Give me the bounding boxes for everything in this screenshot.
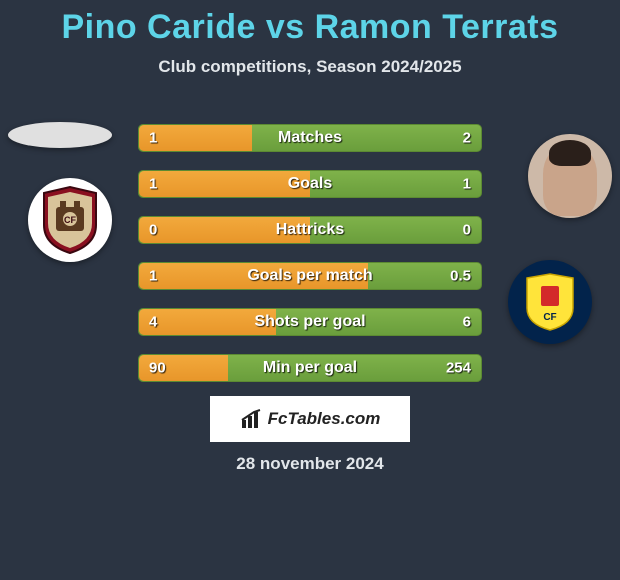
svg-text:CF: CF: [543, 312, 556, 323]
stat-value-right: 6: [463, 314, 471, 331]
stat-value-left: 1: [149, 268, 157, 285]
stat-row: 4 Shots per goal 6: [138, 308, 482, 336]
stat-row: 1 Matches 2: [138, 124, 482, 152]
stat-value-right: 2: [463, 130, 471, 147]
svg-text:CF: CF: [64, 215, 76, 225]
stat-label: Hattricks: [276, 221, 344, 239]
stat-value-left: 0: [149, 222, 157, 239]
player2-avatar: [528, 134, 612, 218]
stat-fill-left: [139, 171, 310, 197]
player1-avatar: [8, 122, 112, 148]
logo-text: FcTables.com: [268, 409, 381, 429]
stat-label: Goals: [288, 175, 332, 193]
stat-value-left: 4: [149, 314, 157, 331]
stat-row: 1 Goals per match 0.5: [138, 262, 482, 290]
date-text: 28 november 2024: [236, 454, 383, 474]
stat-label: Matches: [278, 129, 342, 147]
stat-value-right: 254: [446, 360, 471, 377]
pontevedra-shield-icon: CF: [38, 185, 102, 255]
player1-club-badge: CF: [28, 178, 112, 262]
chart-icon: [240, 408, 264, 430]
player2-club-badge: CF: [508, 260, 592, 344]
stat-row: 0 Hattricks 0: [138, 216, 482, 244]
stat-label: Shots per goal: [254, 313, 365, 331]
stat-label: Min per goal: [263, 359, 357, 377]
page-title: Pino Caride vs Ramon Terrats: [0, 0, 620, 47]
fctables-logo: FcTables.com: [210, 396, 410, 442]
stat-value-right: 0.5: [450, 268, 471, 285]
stat-value-left: 1: [149, 130, 157, 147]
stats-block: 1 Matches 2 1 Goals 1 0 Hattricks 0 1 Goals per ma…: [138, 124, 482, 400]
stat-value-left: 1: [149, 176, 157, 193]
stat-row: 90 Min per goal 254: [138, 354, 482, 382]
stat-value-right: 1: [463, 176, 471, 193]
stat-row: 1 Goals 1: [138, 170, 482, 198]
stat-label: Goals per match: [247, 267, 372, 285]
villarreal-shield-icon: CF: [523, 272, 577, 332]
stat-value-right: 0: [463, 222, 471, 239]
subtitle: Club competitions, Season 2024/2025: [0, 57, 620, 77]
stat-value-left: 90: [149, 360, 166, 377]
